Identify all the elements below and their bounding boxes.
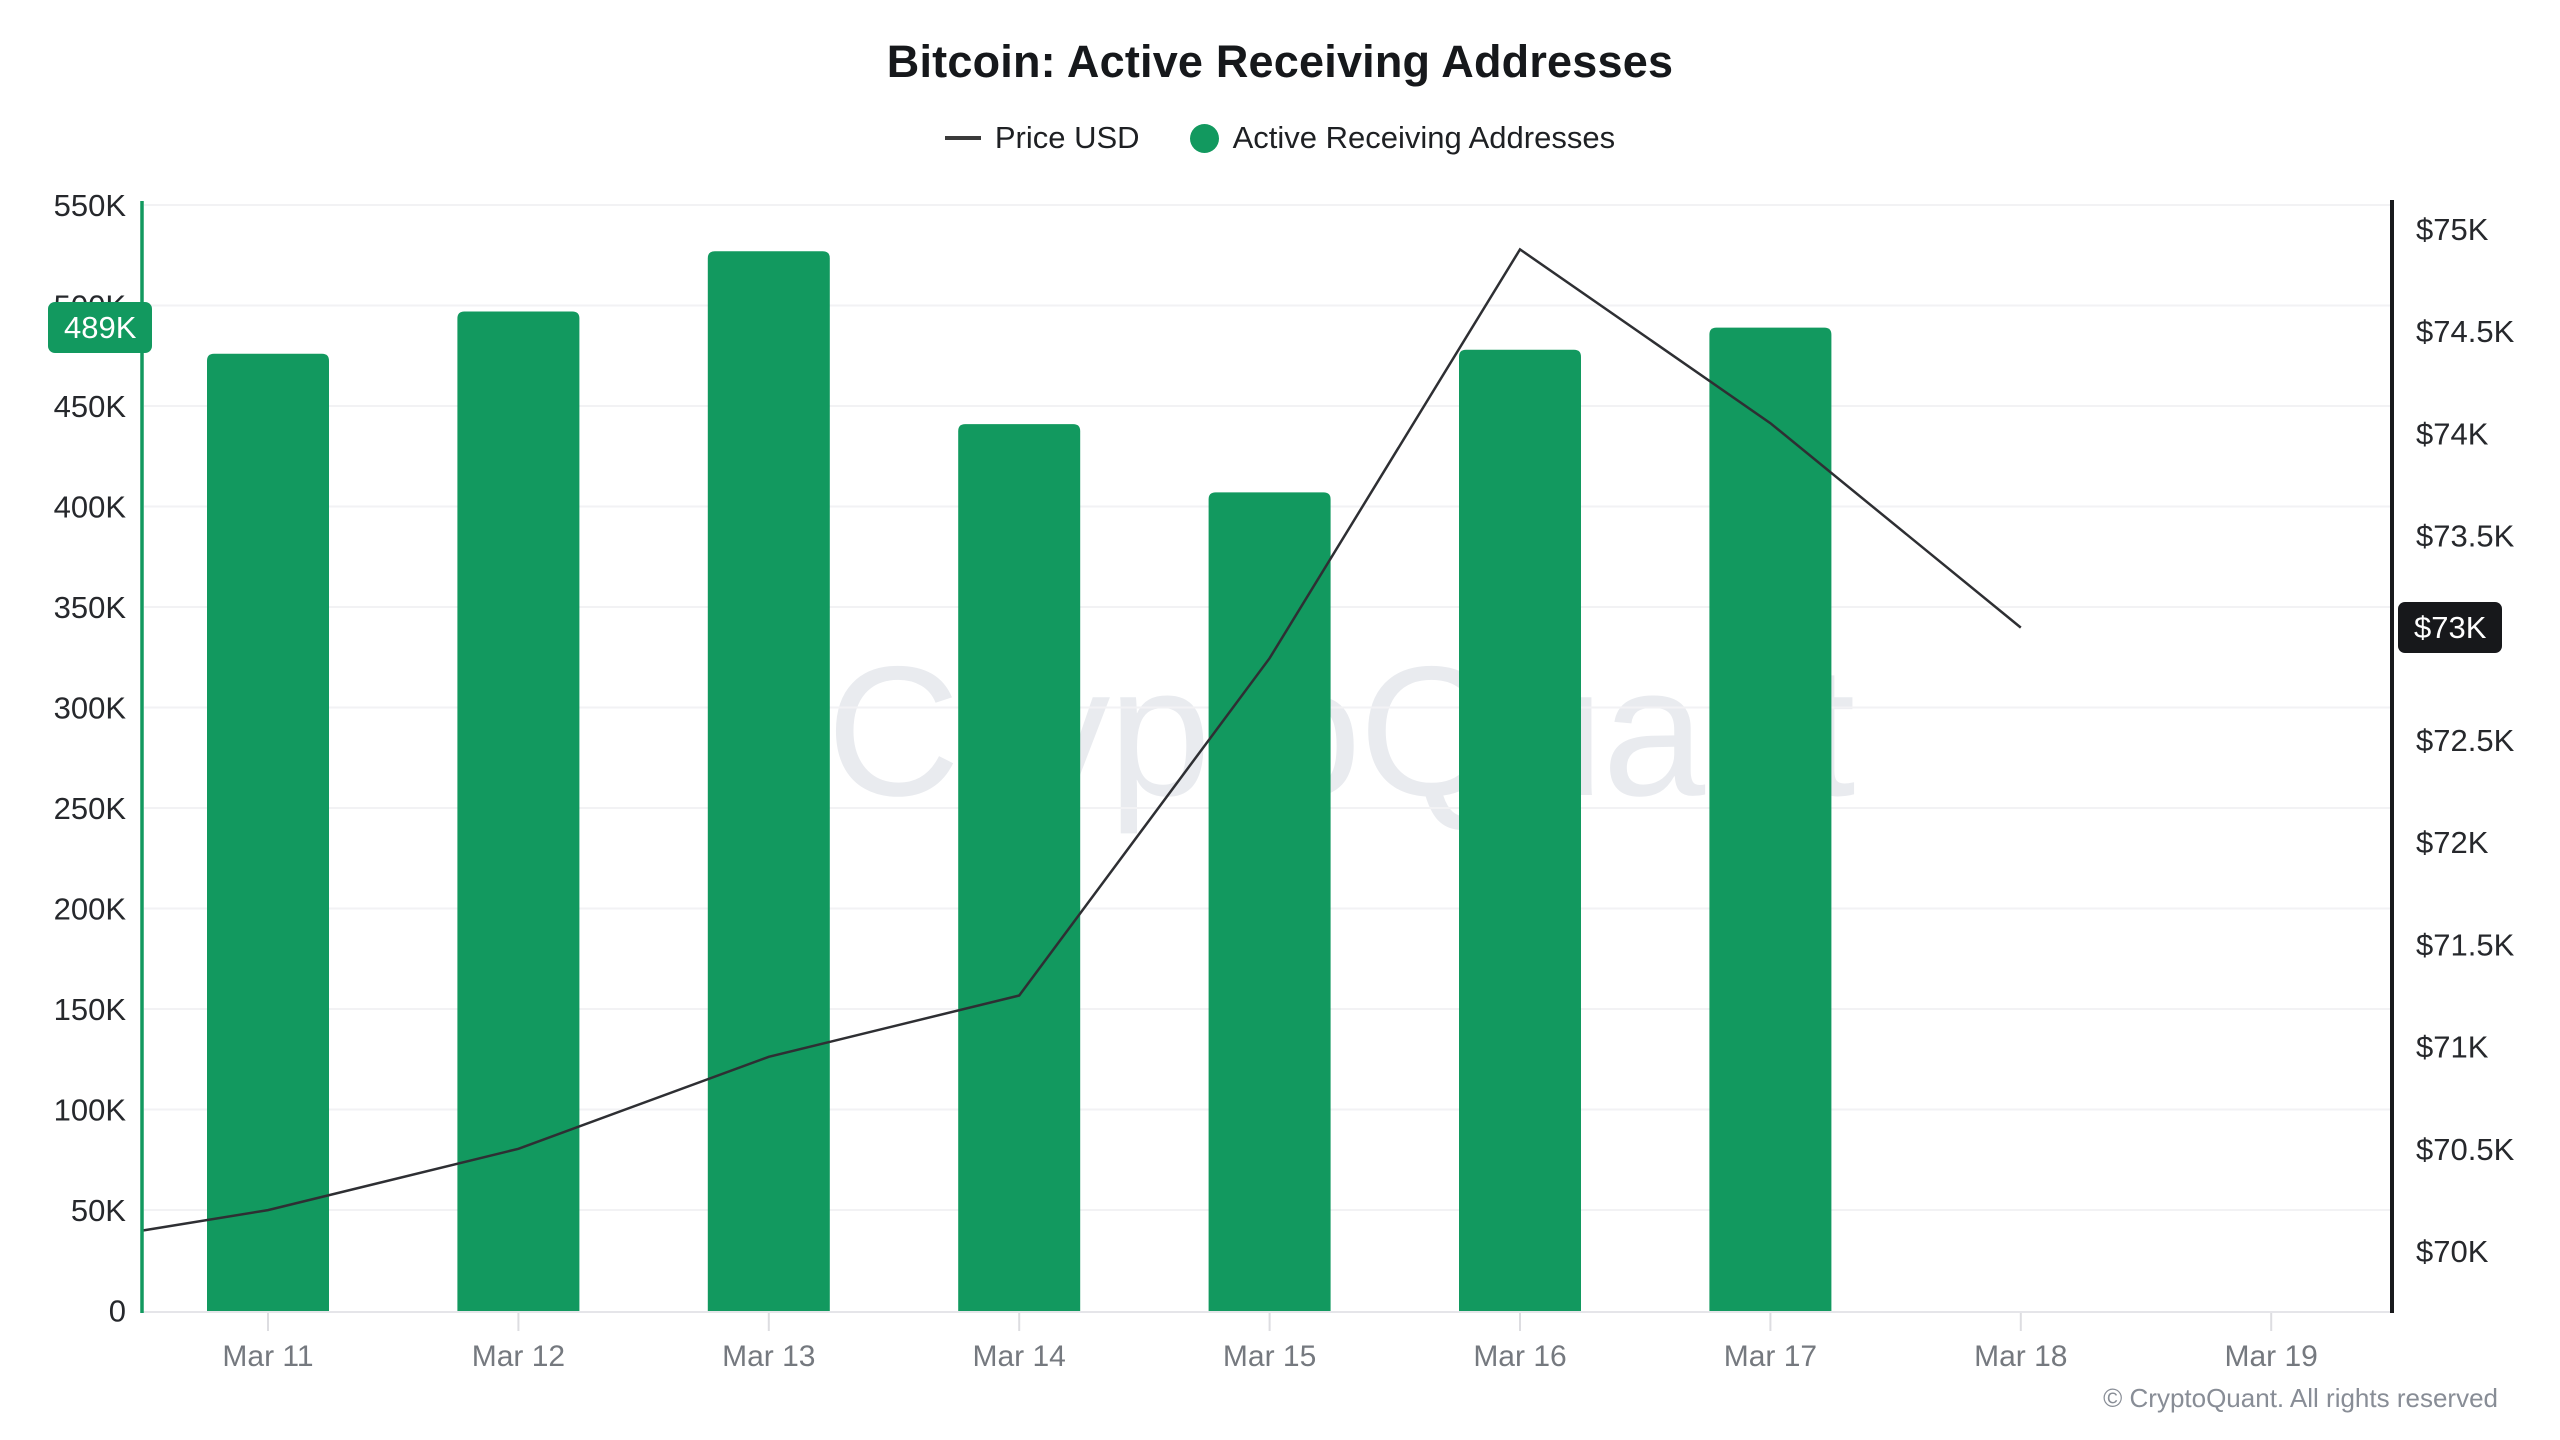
left-axis-label: 250K [54, 791, 127, 826]
legend-item-active-receiving-addresses[interactable]: Active Receiving Addresses [1189, 120, 1616, 156]
x-axis-label: Mar 16 [1473, 1340, 1566, 1373]
x-axis-label: Mar 12 [472, 1340, 565, 1373]
x-axis-label: Mar 19 [2225, 1340, 2318, 1373]
x-axis-label: Mar 14 [973, 1340, 1066, 1373]
bar-mar-12[interactable] [457, 311, 580, 1312]
x-axis-label: Mar 13 [722, 1340, 815, 1373]
right-axis-label: $72.5K [2416, 723, 2515, 758]
right-axis-label: $72K [2416, 825, 2489, 860]
left-axis-label: 0 [109, 1294, 126, 1329]
bar-mar-14[interactable] [958, 424, 1081, 1312]
left-axis-label: 200K [54, 892, 127, 927]
right-axis-label: $70.5K [2416, 1132, 2515, 1167]
legend-item-price-usd[interactable]: Price USD [944, 120, 1140, 156]
chart-title: Bitcoin: Active Receiving Addresses [886, 36, 1674, 87]
line-marker-icon [944, 136, 981, 140]
left-axis-label: 50K [71, 1193, 126, 1228]
left-axis-label: 300K [54, 691, 127, 726]
bar-mar-17[interactable] [1709, 327, 1832, 1312]
bar-mar-15[interactable] [1208, 492, 1331, 1311]
x-axis-label: Mar 15 [1223, 1340, 1316, 1373]
bar-mar-13[interactable] [707, 251, 830, 1312]
bar-mar-11[interactable] [207, 353, 329, 1311]
bar-mar-16[interactable] [1459, 349, 1581, 1311]
right-axis-label: $74.5K [2416, 314, 2515, 349]
right-axis-label: $73.5K [2416, 519, 2515, 554]
latest-addresses-badge: 489K [48, 302, 153, 353]
copyright-notice: © CryptoQuant. All rights reserved [2103, 1383, 2498, 1413]
latest-price-badge: $73K [2398, 602, 2503, 653]
x-axis-label: Mar 17 [1724, 1340, 1817, 1373]
right-axis-label: $71.5K [2416, 927, 2515, 962]
x-axis-label: Mar 11 [222, 1340, 313, 1373]
left-axis-label: 400K [54, 490, 127, 525]
right-axis-label: $70K [2416, 1234, 2489, 1269]
price-line[interactable] [141, 247, 2022, 1232]
legend: Price USD Active Receiving Addresses [0, 120, 2560, 156]
x-axis-label: Mar 18 [1974, 1340, 2067, 1373]
right-axis-label: $74K [2416, 416, 2489, 451]
left-axis-label: 100K [54, 1093, 127, 1128]
left-axis-label: 150K [54, 992, 127, 1027]
right-axis-label: $75K [2416, 212, 2489, 247]
left-axis-label: 450K [54, 389, 127, 424]
legend-label-active-receiving-addresses: Active Receiving Addresses [1232, 120, 1616, 155]
legend-label-price-usd: Price USD [994, 120, 1140, 155]
left-axis-label: 550K [54, 188, 127, 223]
right-axis-label: $71K [2416, 1030, 2489, 1065]
left-axis-label: 350K [54, 590, 127, 625]
circle-marker-icon [1189, 123, 1219, 153]
